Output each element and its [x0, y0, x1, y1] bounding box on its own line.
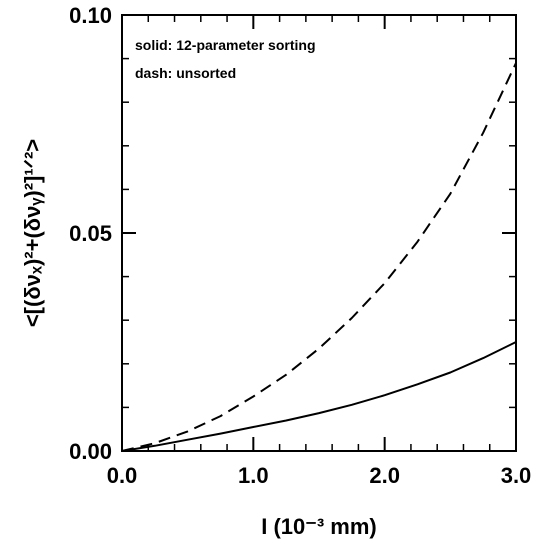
annotation-solid: solid: 12-parameter sorting — [135, 37, 316, 53]
x-tick-label: 3.0 — [501, 463, 532, 488]
y-tick-label: 0.05 — [69, 221, 112, 246]
x-tick-label: 2.0 — [369, 463, 400, 488]
series-line-solid — [121, 341, 517, 452]
y-tick-label: 0.10 — [69, 3, 112, 28]
tick-labels: 0.0 1.0 2.0 3.0 0.00 0.05 0.10 — [69, 3, 531, 488]
annotation-dash: dash: unsorted — [135, 65, 236, 81]
y-axis-title: <[(δνₓ)²+(δνᵧ)²]¹ᐟ²> — [20, 139, 45, 327]
x-axis-title: I (10⁻³ mm) — [261, 514, 377, 539]
axis-ticks — [121, 14, 517, 452]
series-line-dashed — [121, 62, 517, 452]
x-tick-label: 0.0 — [107, 463, 138, 488]
x-tick-label: 1.0 — [238, 463, 269, 488]
series-group — [121, 62, 517, 452]
y-tick-label: 0.00 — [69, 439, 112, 464]
